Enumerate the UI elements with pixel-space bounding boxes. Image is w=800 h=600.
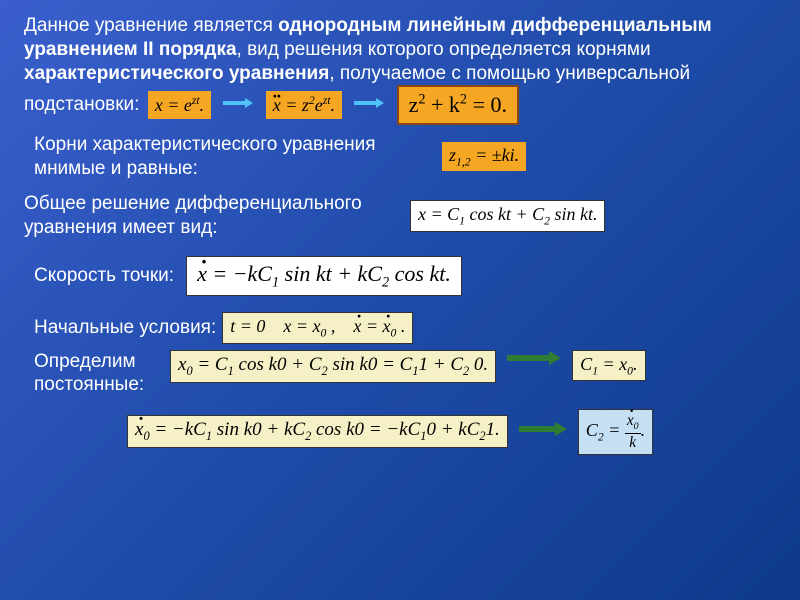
formula-initial-conditions: t = 0 x = x0 , x = x0 . [222, 312, 413, 344]
formula-characteristic: z2 + k2 = 0. [397, 85, 519, 125]
formula-substitution-xdotdot: x = z2ezt. [266, 91, 342, 120]
initial-label: Начальные условия: [34, 317, 216, 339]
general-text: Общее решение дифференциального уравнени… [24, 192, 404, 240]
determine-row-1: Определим постоянные: x0 = C1 cos k0 + C… [34, 350, 776, 398]
intro-part2: , вид решения которого определяется корн… [237, 39, 651, 60]
arrow-cyan-icon [221, 93, 255, 117]
arrow-green-icon [505, 350, 563, 371]
formula-c1-result: C1 = x0. [572, 350, 645, 382]
formula-c2-result: C2 = x0k. [578, 409, 653, 454]
formula-velocity: x = −kC1 sin kt + kC2 cos kt. [186, 256, 462, 296]
intro-part1: Данное уравнение является [24, 15, 278, 36]
determine-row-2: x0 = −kC1 sin k0 + kC2 cos k0 = −kC10 + … [124, 409, 776, 454]
arrow-green-icon [517, 421, 569, 442]
general-row: Общее решение дифференциального уравнени… [24, 192, 776, 240]
intro-paragraph: Данное уравнение является однородным лин… [24, 14, 776, 125]
roots-row: Корни характеристического уравнения мним… [34, 133, 776, 181]
formula-substitution-x: x = ezt. [148, 91, 211, 120]
formula-determine-x0: x0 = C1 cos k0 + C2 sin k0 = C11 + C2 0. [170, 350, 496, 383]
velocity-row: Скорость точки: x = −kC1 sin kt + kC2 co… [34, 256, 776, 296]
formula-roots: z1,2 = ±ki. [442, 142, 526, 172]
formula-general-solution: x = C1 cos kt + C2 sin kt. [410, 200, 605, 232]
formula-determine-xdot0: x0 = −kC1 sin k0 + kC2 cos k0 = −kC10 + … [127, 415, 508, 448]
intro-bold2: характеристического уравнения [24, 63, 329, 84]
initial-row: Начальные условия: t = 0 x = x0 , x = x0… [34, 312, 776, 344]
roots-text: Корни характеристического уравнения мним… [34, 133, 434, 181]
velocity-text: Скорость точки: [34, 265, 174, 287]
arrow-cyan-icon [352, 93, 386, 117]
determine-label: Определим постоянные: [34, 350, 164, 398]
